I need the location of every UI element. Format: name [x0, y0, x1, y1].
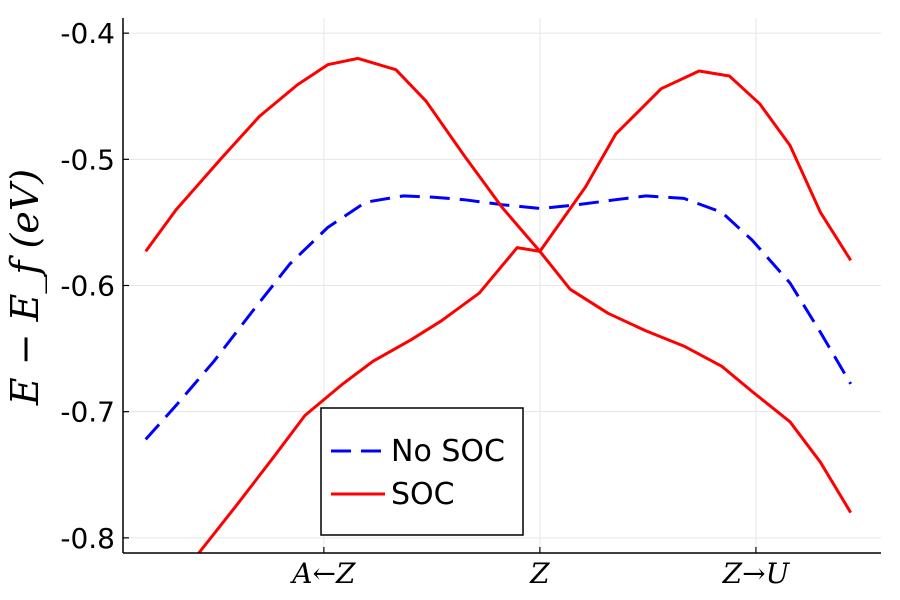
- legend-label: SOC: [391, 477, 455, 512]
- y-axis-label: E − E_f (eV): [3, 169, 48, 406]
- legend: No SOC SOC: [320, 407, 524, 536]
- y-tick-label: -0.6: [60, 270, 115, 303]
- grid: [123, 18, 881, 553]
- series-group: [144, 56, 852, 553]
- series-line-no-soc: [144, 194, 852, 441]
- series-line-soc-2: [538, 69, 852, 262]
- legend-label: No SOC: [391, 434, 505, 469]
- x-tick-label: Z→U: [722, 557, 791, 590]
- y-ticks: -0.4 -0.5 -0.6 -0.7 -0.8: [60, 17, 129, 555]
- y-tick-label: -0.4: [60, 17, 115, 50]
- x-ticks: A←Z Z Z→U: [289, 547, 791, 590]
- x-tick-label: A←Z: [289, 557, 356, 590]
- y-tick-label: -0.7: [60, 396, 115, 429]
- series-clip: [144, 56, 852, 553]
- series-line-soc-4: [538, 250, 852, 514]
- x-tick-label: Z: [529, 557, 550, 590]
- series-line-soc-1: [144, 56, 542, 253]
- legend-box: [320, 407, 524, 536]
- y-tick-label: -0.5: [60, 143, 115, 176]
- y-tick-label: -0.8: [60, 522, 115, 555]
- series-line-soc-3: [197, 246, 541, 553]
